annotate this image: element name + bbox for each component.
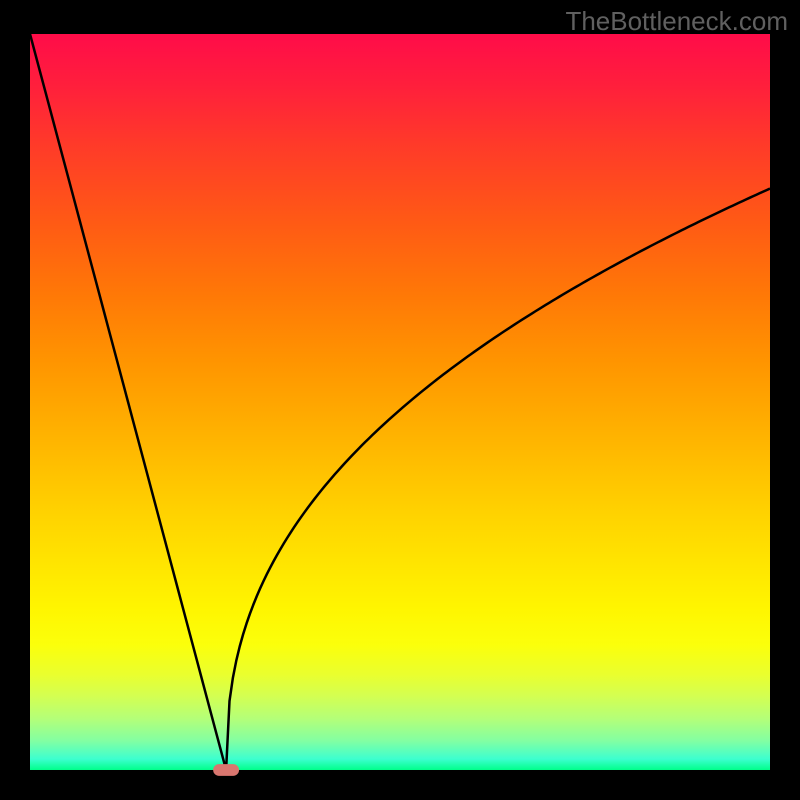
- notch-marker: [213, 764, 239, 776]
- watermark-text: TheBottleneck.com: [565, 6, 788, 37]
- plot-background: [30, 34, 770, 770]
- chart-canvas: [0, 0, 800, 800]
